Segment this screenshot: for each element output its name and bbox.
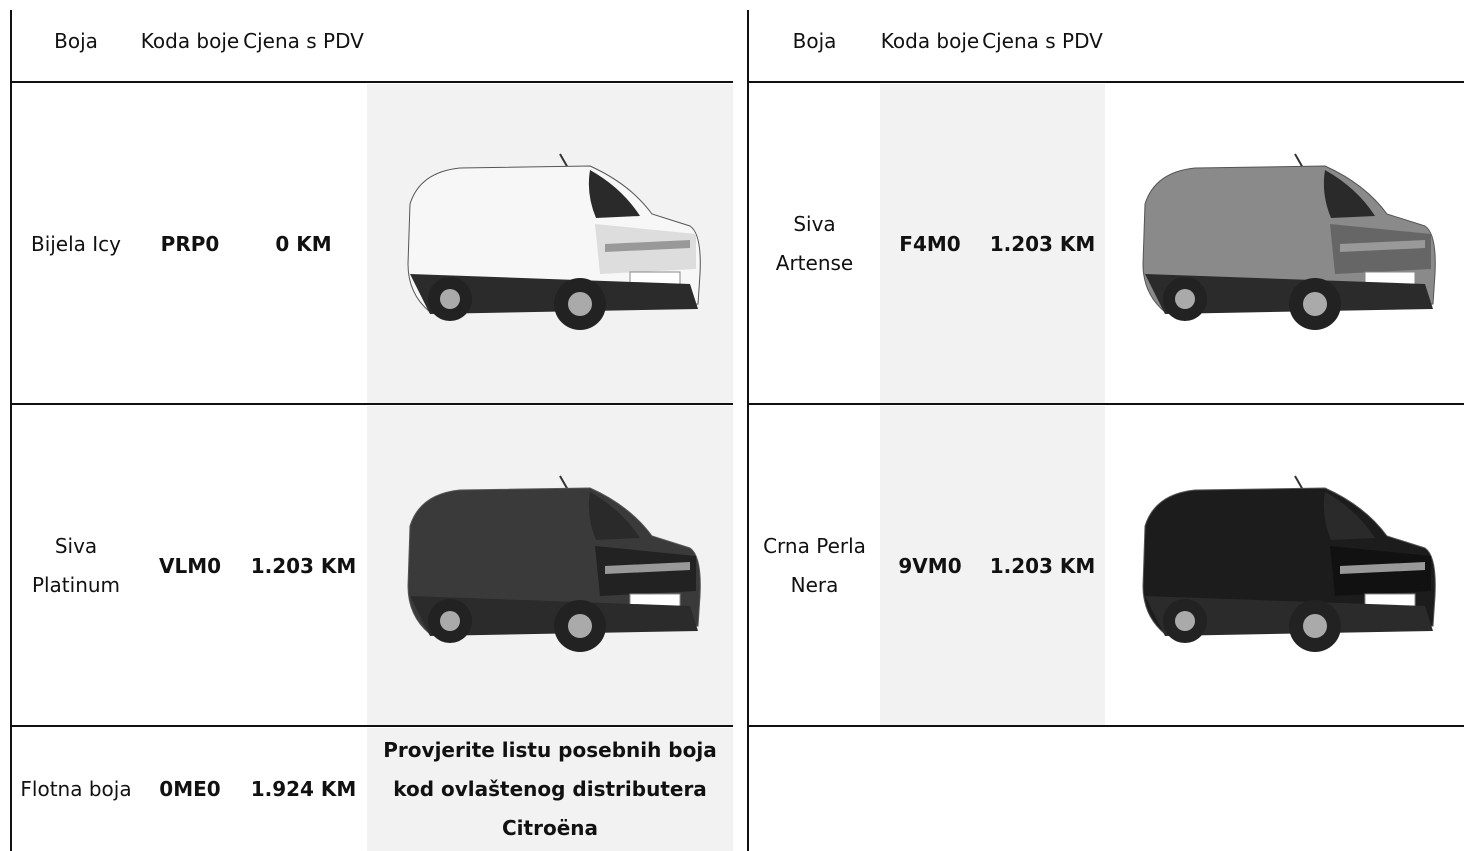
- data-cell: 0 KM: [240, 84, 367, 404]
- cell-text: 1.924 KM: [250, 777, 357, 801]
- cell-text: 9VM0: [898, 553, 962, 578]
- van-image: [407, 475, 701, 652]
- table-border: [747, 10, 749, 851]
- cell-text: 0ME0: [159, 777, 221, 801]
- cell-text: 1.203 KM: [250, 553, 357, 578]
- cell-text: Koda boje: [880, 28, 980, 53]
- data-cell: VLM0: [140, 406, 240, 726]
- table-border: [10, 725, 733, 727]
- image-cell: Provjerite listu posebnih boja kod ovlaš…: [367, 728, 733, 851]
- data-cell: Bijela Icy: [12, 84, 140, 404]
- data-cell: Siva Artense: [749, 84, 880, 404]
- table-border: [747, 81, 1464, 83]
- table-border: [10, 81, 733, 83]
- data-cell: 1.203 KM: [240, 406, 367, 726]
- van-image: [1141, 475, 1436, 652]
- data-cell: PRP0: [140, 84, 240, 404]
- header-cell: Boja: [12, 0, 140, 82]
- data-cell: 1.203 KM: [980, 84, 1105, 404]
- cell-text: Boja: [792, 28, 837, 53]
- cell-text: Koda boje: [140, 28, 240, 53]
- image-cell: [1105, 406, 1464, 726]
- cell-text: Crna Perla Nera: [763, 534, 866, 597]
- van-image: [1141, 153, 1436, 330]
- data-cell: Siva Platinum: [12, 406, 140, 726]
- data-cell: 0ME0: [140, 728, 240, 851]
- cell-text: Bijela Icy: [30, 231, 122, 256]
- table-border: [10, 10, 12, 851]
- header-cell: Koda boje: [140, 0, 240, 82]
- image-cell: [1105, 84, 1464, 404]
- cell-text: 1.203 KM: [989, 553, 1096, 578]
- image-cell: [367, 406, 733, 726]
- table-border: [747, 725, 1464, 727]
- cell-text: F4M0: [899, 231, 961, 256]
- cell-text: Flotna boja: [20, 777, 132, 801]
- image-cell: [367, 84, 733, 404]
- data-cell: 1.924 KM: [240, 728, 367, 851]
- data-cell: F4M0: [880, 84, 980, 404]
- cell-text: 1.203 KM: [989, 231, 1096, 256]
- data-cell: Crna Perla Nera: [749, 406, 880, 726]
- cell-text: Boja: [54, 28, 98, 53]
- header-cell: Cjena s PDV: [980, 0, 1105, 82]
- header-cell: Boja: [749, 0, 880, 82]
- data-cell: 9VM0: [880, 406, 980, 726]
- van-image: [407, 153, 701, 330]
- cell-text: VLM0: [158, 553, 222, 578]
- cell-text: 0 KM: [275, 231, 332, 256]
- data-cell: Flotna boja: [12, 728, 140, 851]
- header-cell: Cjena s PDV: [240, 0, 367, 82]
- cell-text: Siva Artense: [775, 212, 854, 275]
- cell-text: Cjena s PDV: [982, 28, 1103, 53]
- cell-text: Cjena s PDV: [243, 28, 364, 53]
- table-border: [10, 403, 733, 405]
- header-cell: Koda boje: [880, 0, 980, 82]
- data-cell: 1.203 KM: [980, 406, 1105, 726]
- cell-text: Siva Platinum: [31, 534, 121, 597]
- cell-text: Provjerite listu posebnih boja kod ovlaš…: [383, 738, 717, 840]
- cell-text: PRP0: [160, 231, 220, 256]
- table-border: [747, 403, 1464, 405]
